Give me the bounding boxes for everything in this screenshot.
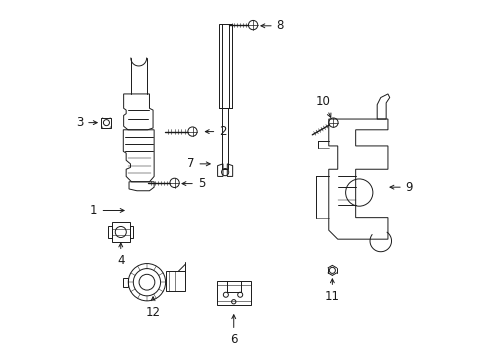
Text: 4: 4	[117, 243, 124, 267]
Text: 6: 6	[229, 315, 237, 346]
Text: 12: 12	[145, 297, 160, 319]
Text: 11: 11	[324, 279, 339, 303]
Text: 5: 5	[182, 177, 205, 190]
Text: 1: 1	[90, 204, 124, 217]
Text: 10: 10	[315, 95, 330, 117]
Text: 3: 3	[76, 116, 97, 129]
Text: 2: 2	[205, 125, 226, 138]
Text: 9: 9	[389, 181, 412, 194]
Text: 7: 7	[186, 157, 210, 170]
Text: 8: 8	[261, 19, 284, 32]
